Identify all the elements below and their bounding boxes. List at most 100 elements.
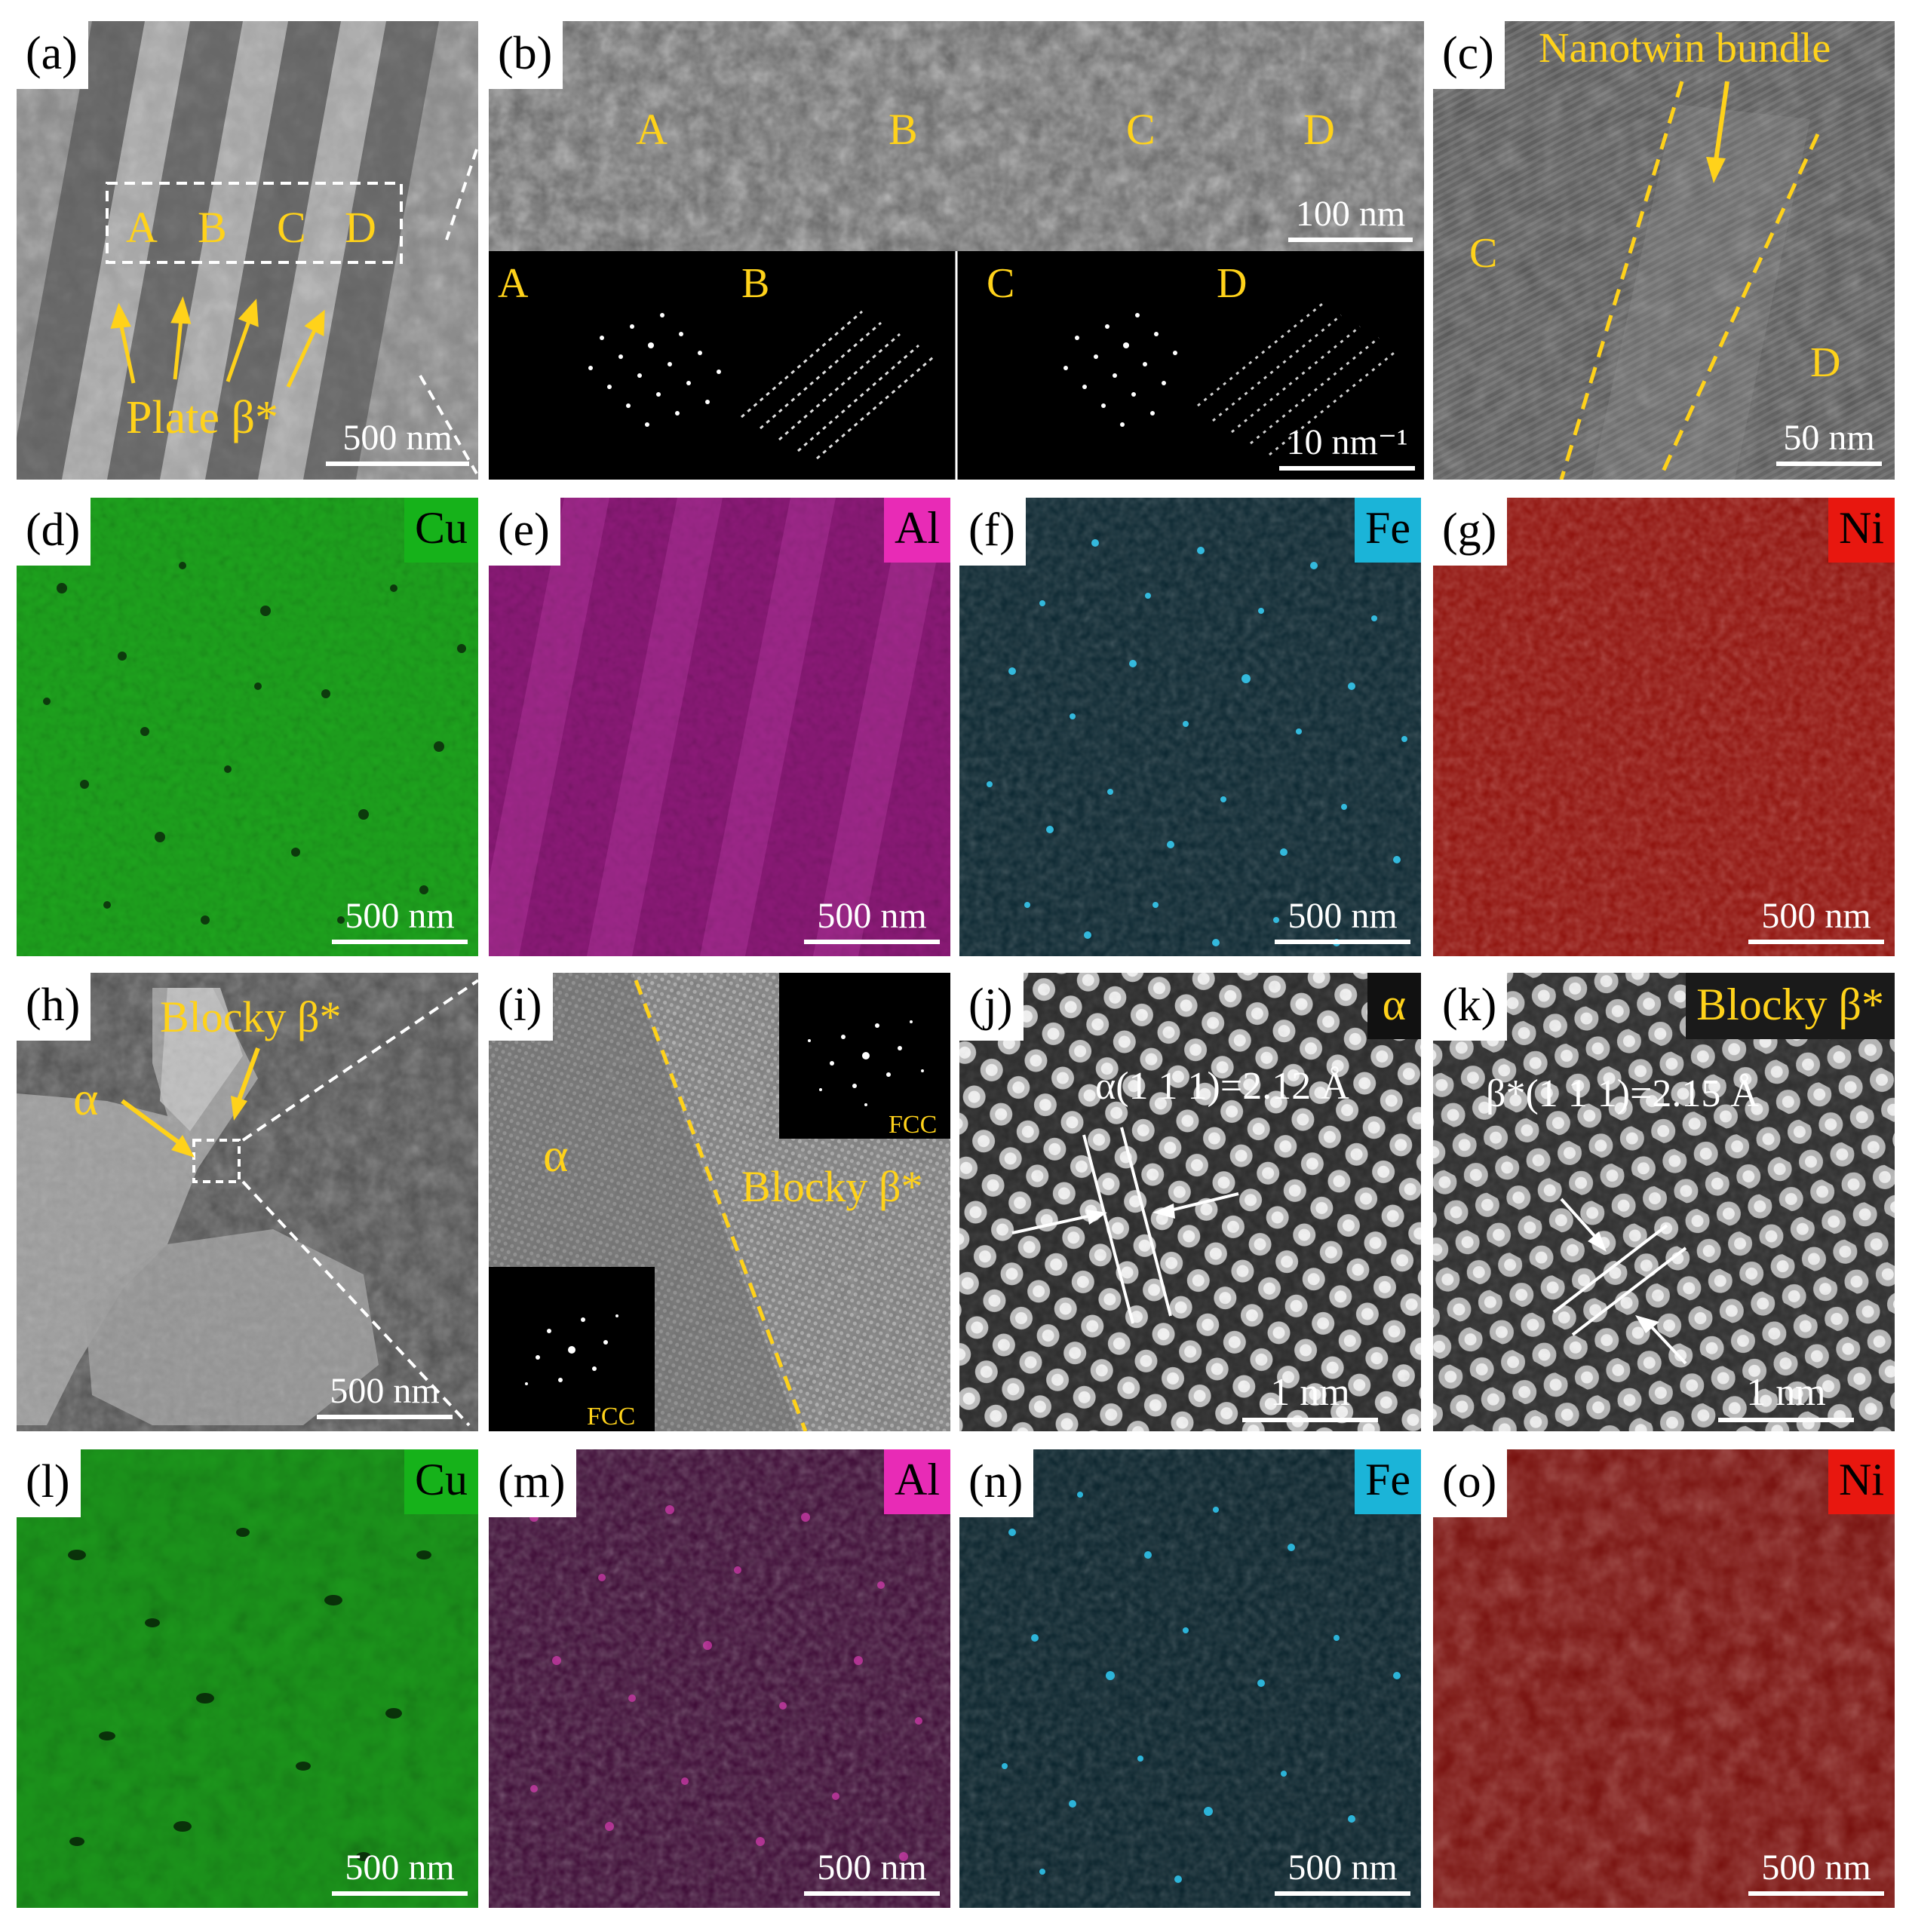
fcc-label-top: FCC [889,1111,938,1139]
panel-j-atomic-image: (j) α α(1 1 1)=2.12 Å 1 nm [959,973,1421,1431]
scale-bar-image: 100 nm [1288,193,1413,242]
d-spacing-annotation: α(1 1 1)=2.12 Å [1095,1065,1349,1108]
scale-bar-line [317,1415,453,1419]
panel-label: (h) [17,973,91,1041]
scale-label: 50 nm [1783,418,1875,458]
d-spacing-annotation: β*(1 1 1)=2.15 Å [1486,1072,1759,1115]
phase-tag-blocky-beta: Blocky β* [1686,973,1895,1039]
region-label-c: C [1469,230,1498,277]
scale-label: 500 nm [1288,1848,1398,1888]
scale-label: 1 nm [1746,1371,1826,1414]
scale-bar: 500 nm [1748,1847,1884,1896]
panel-label: (n) [959,1449,1034,1517]
panel-label: (d) [17,498,91,566]
scale-bar-line [332,1891,468,1896]
scale-bar-line [1288,238,1413,242]
panel-label: (o) [1433,1449,1508,1517]
panel-a-stem-image: (a) A B C D Plate β* 500 nm [17,21,478,480]
scale-bar: 1 nm [1718,1370,1854,1422]
panel-l-cu-map: (l) Cu 500 nm [17,1449,478,1908]
scale-bar: 500 nm [317,1370,453,1419]
element-tag-al: Al [884,498,950,563]
panel-label: (j) [959,973,1024,1041]
element-tag-ni: Ni [1828,1449,1895,1514]
panel-k-atomic-image: (k) Blocky β* β*(1 1 1)=2.15 Å 1 nm [1433,973,1895,1431]
scale-label: 500 nm [817,896,927,936]
panel-label: (g) [1433,498,1508,566]
saed-label-a: A [498,260,529,307]
region-label-c: C [1126,105,1156,154]
scale-bar-line [332,940,468,944]
scale-bar: 500 nm [804,895,940,944]
scale-label: 500 nm [345,1848,455,1888]
panel-i-hrtem-image: (i) α Blocky β* FCC FCC [489,973,950,1431]
panel-label: (e) [489,498,560,566]
blocky-beta-annotation: Blocky β* [160,992,342,1041]
scale-bar-line [1776,462,1882,466]
scale-bar: 500 nm [1748,895,1884,944]
scale-bar: 500 nm [804,1847,940,1896]
scale-label: 500 nm [1761,1848,1871,1888]
scale-bar-line [1275,940,1410,944]
scale-bar-line [1718,1418,1854,1422]
region-label-b: B [198,203,227,252]
scale-label: 500 nm [1288,896,1398,936]
panel-d-cu-map: (d) Cu 500 nm [17,498,478,956]
region-label-d: D [345,203,376,252]
panel-c-hrtem-image: (c) Nanotwin bundle C D 50 nm [1433,21,1895,480]
element-tag-cu: Cu [404,1449,478,1514]
panel-g-ni-map: (g) Ni 500 nm [1433,498,1895,956]
panel-f-fe-map: (f) Fe 500 nm [959,498,1421,956]
region-label-c: C [277,203,306,252]
phase-tag-alpha: α [1367,973,1421,1039]
region-label-d: D [1810,339,1841,386]
scale-bar: 500 nm [332,1847,468,1896]
alpha-annotation: α [73,1072,99,1125]
scale-bar: 50 nm [1776,417,1882,466]
region-label-a: A [636,105,668,154]
element-tag-fe: Fe [1355,1449,1421,1514]
alpha-annotation: α [543,1128,569,1182]
panel-o-ni-map: (o) Ni 500 nm [1433,1449,1895,1908]
scale-label: 10 nm⁻¹ [1286,422,1408,462]
scale-bar-line [804,940,940,944]
scale-bar: 500 nm [332,895,468,944]
scale-bar: 500 nm [1275,895,1410,944]
fcc-label-bottom: FCC [587,1403,636,1431]
panel-h-stem-image: (h) Blocky β* α 500 nm [17,973,478,1431]
panel-label: (c) [1433,21,1505,89]
blocky-beta-annotation: Blocky β* [741,1162,923,1211]
scale-bar-line [1275,1891,1410,1896]
panel-label: (i) [489,973,553,1041]
panel-label: (f) [959,498,1026,566]
region-label-b: B [889,105,918,154]
scale-label: 500 nm [330,1371,440,1411]
saed-label-c: C [987,260,1015,307]
region-label-a: A [126,203,158,252]
scale-bar-line [1748,1891,1884,1896]
scale-label: 500 nm [817,1848,927,1888]
region-label-d: D [1303,105,1335,154]
panel-label: (m) [489,1449,576,1517]
scale-label: 500 nm [345,896,455,936]
scale-bar-line [804,1891,940,1896]
scale-bar: 500 nm [1275,1847,1410,1896]
scale-bar-line [1279,466,1415,471]
panel-b-stem-and-saed: (b) A B C D 100 nm A B C D 10 nm⁻¹ [489,21,1424,480]
element-tag-al: Al [884,1449,950,1514]
scale-bar: 1 nm [1242,1370,1378,1422]
saed-label-d: D [1217,260,1248,307]
saed-label-b: B [741,260,770,307]
element-tag-ni: Ni [1828,498,1895,563]
scale-bar: 500 nm [326,417,469,466]
panel-n-fe-map: (n) Fe 500 nm [959,1449,1421,1908]
panel-label: (l) [17,1449,81,1517]
scale-bar-line [326,462,469,466]
panel-m-al-map: (m) Al 500 nm [489,1449,950,1908]
panel-label: (k) [1433,973,1508,1041]
scale-bar-saed: 10 nm⁻¹ [1279,421,1415,471]
scale-label: 500 nm [342,418,453,458]
element-tag-fe: Fe [1355,498,1421,563]
scale-label: 1 nm [1270,1371,1350,1414]
plate-beta-annotation: Plate β* [126,392,279,443]
